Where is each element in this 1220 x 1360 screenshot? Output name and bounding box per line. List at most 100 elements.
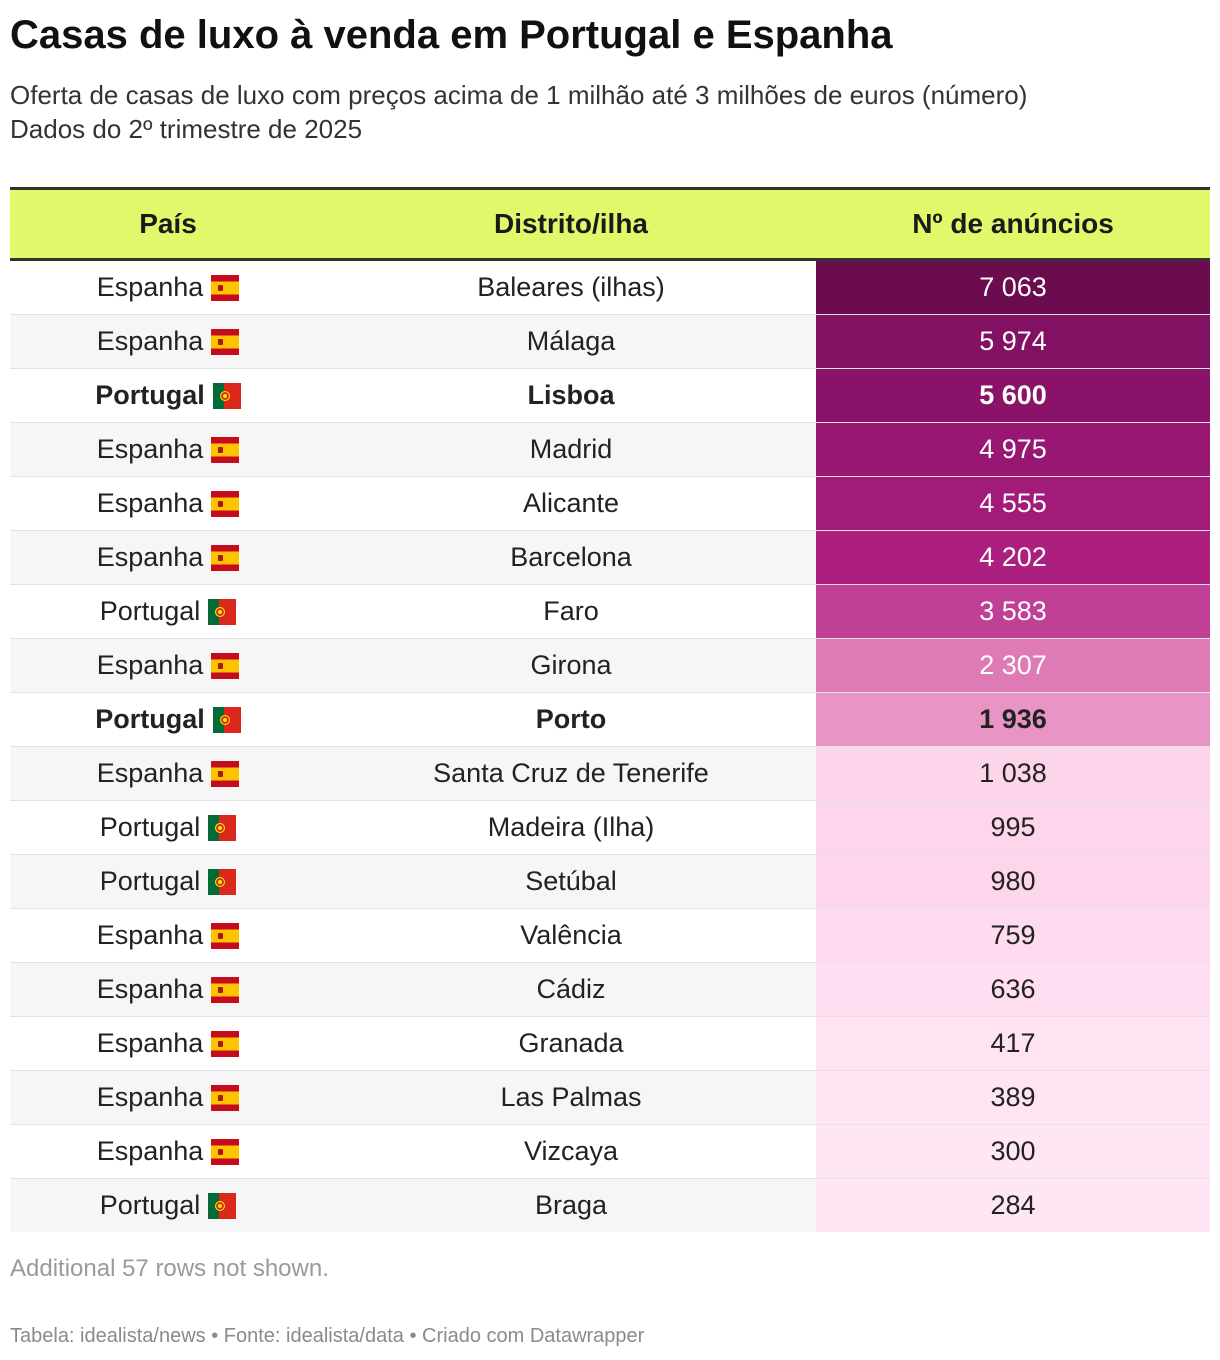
spain-flag-icon (211, 652, 240, 679)
rows-not-shown-note: Additional 57 rows not shown. (10, 1255, 329, 1282)
listings-cell: 1 038 (816, 747, 1210, 800)
table-row: Espanha Granada 417 (10, 1017, 1210, 1071)
spain-flag-icon (211, 436, 240, 463)
country-name: Portugal (95, 380, 205, 410)
listings-cell: 995 (816, 801, 1210, 854)
district-cell: Girona (326, 639, 816, 692)
district-cell: Las Palmas (326, 1071, 816, 1124)
listings-cell: 3 583 (816, 585, 1210, 638)
country-cell: Portugal (10, 801, 326, 854)
table-header: País Distrito/ilha Nº de anúncios (10, 190, 1210, 261)
listings-cell: 300 (816, 1125, 1210, 1178)
table-row: Espanha Girona 2 307 (10, 639, 1210, 693)
spain-flag-icon (211, 1138, 240, 1165)
district-cell: Setúbal (326, 855, 816, 908)
district-cell: Lisboa (527, 380, 615, 410)
country-cell: Espanha (10, 639, 326, 692)
country-name: Espanha (96, 758, 204, 788)
district-cell: Baleares (ilhas) (477, 272, 665, 302)
listings-cell: 7 063 (816, 261, 1210, 314)
listings-cell: 980 (816, 855, 1210, 908)
district-cell: Madeira (Ilha) (487, 812, 655, 842)
country-cell: Espanha (10, 747, 326, 800)
district-cell: Vizcaya (523, 1136, 619, 1166)
spain-flag-icon (211, 1030, 240, 1057)
district-cell: Málaga (326, 315, 816, 368)
country-name: Portugal (99, 866, 201, 896)
country-cell: Espanha (10, 315, 326, 368)
portugal-flag-icon (208, 814, 237, 841)
country-cell: Espanha (10, 423, 326, 476)
country-name: Espanha (96, 434, 204, 464)
listings-cell: 636 (816, 963, 1210, 1016)
country-cell: Portugal (10, 1179, 326, 1232)
subtitle-line-1: Oferta de casas de luxo com preços acima… (10, 80, 1028, 110)
listings-cell: 4 202 (816, 531, 1210, 584)
spain-flag-icon (211, 760, 240, 787)
subtitle-line-2: Dados do 2º trimestre de 2025 (10, 114, 363, 144)
table-row: Portugal Braga 284 (10, 1179, 1210, 1232)
header-country[interactable]: País (139, 208, 197, 239)
country-name: Portugal (95, 704, 205, 734)
country-name: Espanha (96, 1028, 204, 1058)
listings-cell: 4 555 (816, 477, 1210, 530)
table-row: Espanha Málaga 5 974 (10, 315, 1210, 369)
spain-flag-icon (211, 490, 240, 517)
country-cell: Portugal (10, 369, 326, 422)
country-name: Portugal (99, 1190, 201, 1220)
district-cell: Santa Cruz de Tenerife (326, 747, 816, 800)
spain-flag-icon (211, 976, 240, 1003)
listings-cell: 284 (816, 1179, 1210, 1232)
country-cell: Espanha (10, 477, 326, 530)
table-row: Portugal Faro 3 583 (10, 585, 1210, 639)
country-name: Espanha (96, 920, 204, 950)
district-cell: Valência (520, 920, 622, 950)
table-row: Portugal Lisboa 5 600 (10, 369, 1210, 423)
district-cell: Barcelona (326, 531, 816, 584)
country-cell: Espanha (10, 1125, 326, 1178)
district-cell: Granada (518, 1028, 624, 1058)
portugal-flag-icon (212, 382, 241, 409)
listings-cell: 4 975 (816, 423, 1210, 476)
country-cell: Espanha (10, 261, 326, 314)
country-name: Espanha (96, 650, 204, 680)
spain-flag-icon (211, 922, 240, 949)
district-cell: Madrid (326, 423, 816, 476)
country-name: Espanha (96, 1136, 204, 1166)
country-name: Espanha (96, 542, 204, 572)
country-cell: Espanha (10, 909, 326, 962)
table-row: Espanha Las Palmas 389 (10, 1071, 1210, 1125)
table-body: Espanha Baleares (ilhas) 7 063 Espanha Málag… (10, 261, 1210, 1232)
country-cell: Portugal (10, 585, 326, 638)
listings-cell: 417 (816, 1017, 1210, 1070)
portugal-flag-icon (208, 868, 237, 895)
table-row: Espanha Baleares (ilhas) 7 063 (10, 261, 1210, 315)
country-cell: Portugal (10, 693, 326, 746)
listings-cell: 759 (816, 909, 1210, 962)
header-district[interactable]: Distrito/ilha (493, 208, 648, 239)
country-cell: Espanha (10, 531, 326, 584)
district-cell: Alicante (522, 488, 620, 518)
table-row: Espanha Valência 759 (10, 909, 1210, 963)
country-cell: Espanha (10, 1071, 326, 1124)
listings-cell: 1 936 (816, 693, 1210, 746)
district-cell: Porto (535, 704, 607, 734)
table-row: Espanha Madrid 4 975 (10, 423, 1210, 477)
table-row: Espanha Barcelona 4 202 (10, 531, 1210, 585)
table-row: Espanha Cádiz 636 (10, 963, 1210, 1017)
country-name: Espanha (96, 326, 204, 356)
header-listings[interactable]: Nº de anúncios (912, 208, 1114, 239)
data-table: País Distrito/ilha Nº de anúncios Espanh… (10, 187, 1210, 1232)
chart-container: Casas de luxo à venda em Portugal e Espa… (10, 0, 1210, 1347)
table-row: Portugal Porto 1 936 (10, 693, 1210, 747)
table-row: Espanha Alicante 4 555 (10, 477, 1210, 531)
portugal-flag-icon (208, 598, 237, 625)
chart-subtitle: Oferta de casas de luxo com preços acima… (10, 78, 1210, 146)
spain-flag-icon (211, 544, 240, 571)
spain-flag-icon (211, 328, 240, 355)
district-cell: Faro (543, 596, 599, 626)
table-row: Espanha Vizcaya 300 (10, 1125, 1210, 1179)
listings-cell: 5 974 (816, 315, 1210, 368)
listings-cell: 389 (816, 1071, 1210, 1124)
portugal-flag-icon (208, 1192, 237, 1219)
